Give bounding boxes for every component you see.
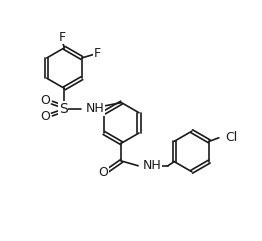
Text: NH: NH: [86, 102, 105, 115]
Text: O: O: [40, 110, 50, 123]
Text: O: O: [40, 94, 50, 107]
Text: NH: NH: [143, 159, 162, 172]
Text: S: S: [59, 102, 68, 116]
Text: O: O: [98, 166, 108, 179]
Text: F: F: [58, 31, 66, 44]
Text: F: F: [94, 47, 101, 60]
Text: Cl: Cl: [225, 131, 237, 144]
